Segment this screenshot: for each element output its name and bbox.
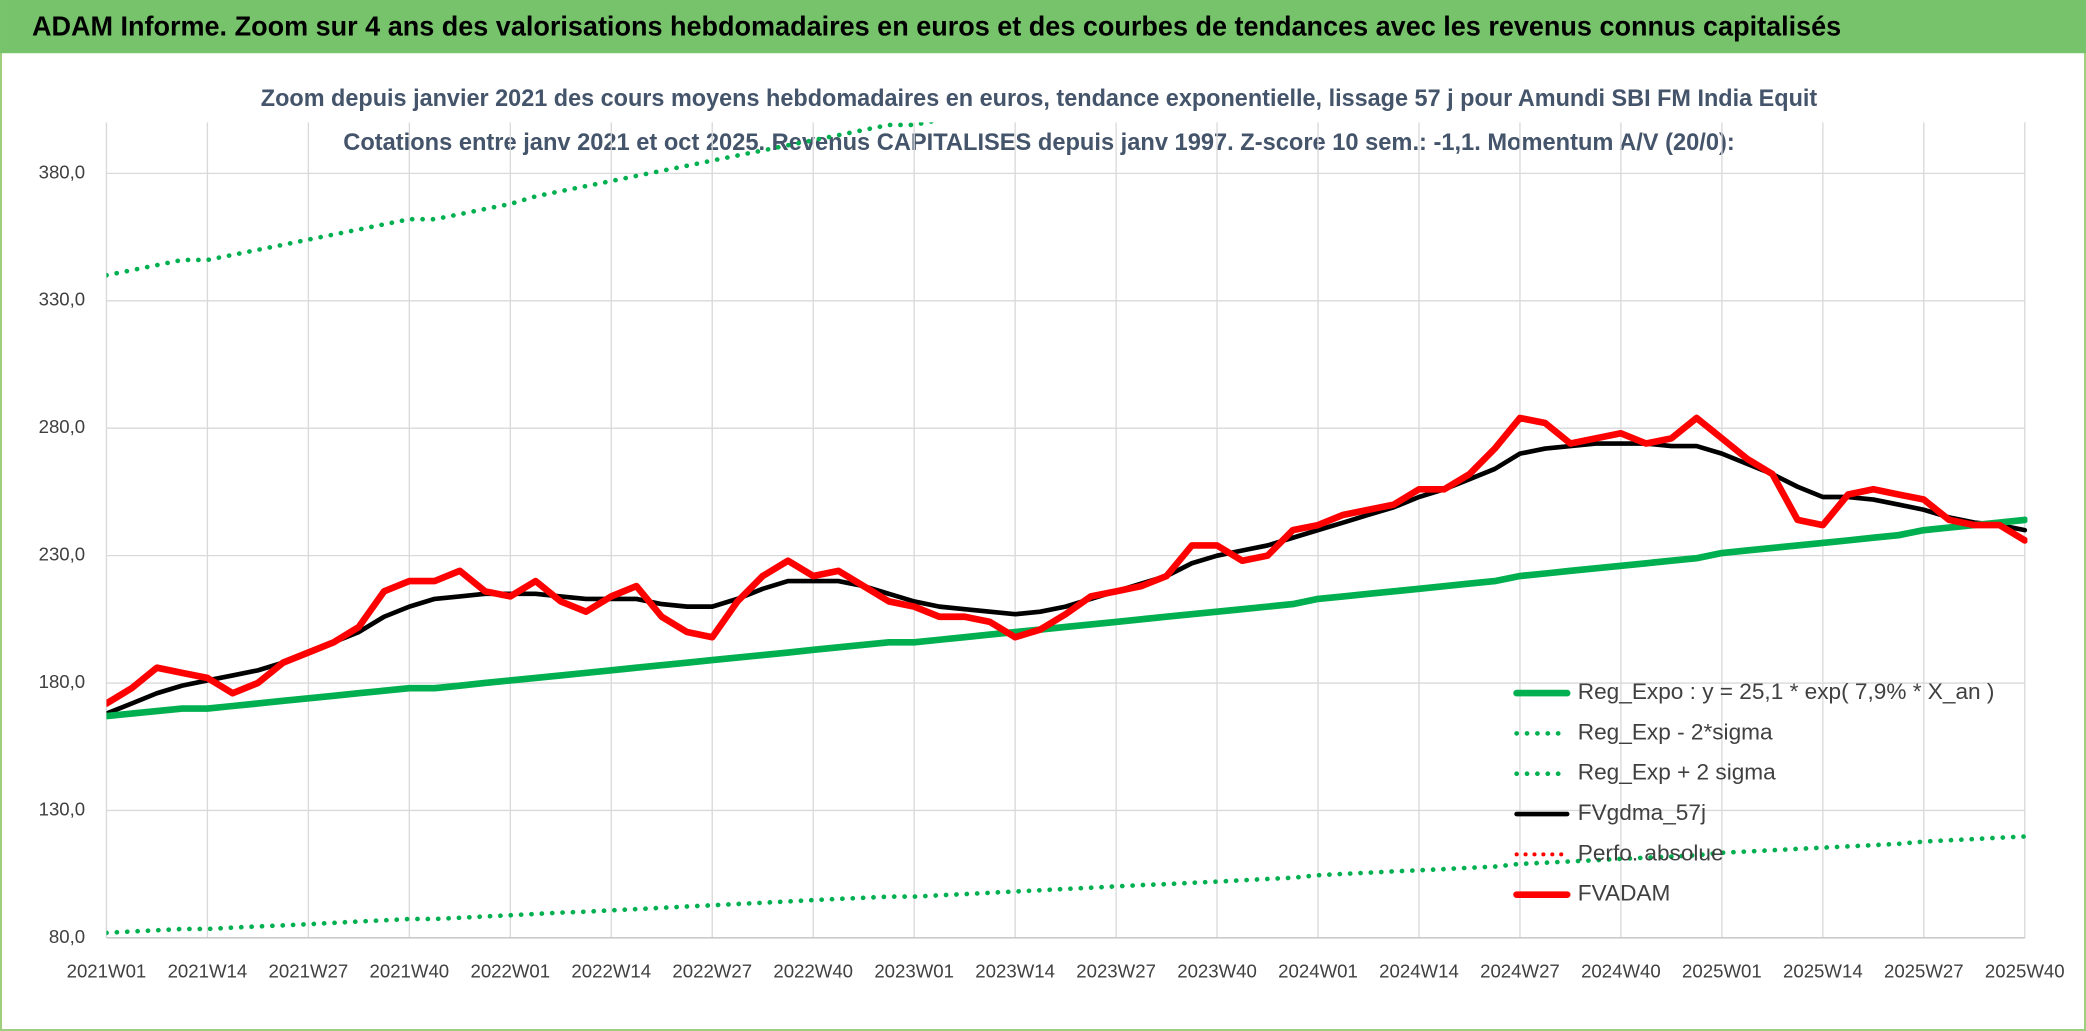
y-tick-label: 80,0: [49, 926, 85, 947]
y-tick-label: 130,0: [39, 798, 86, 819]
x-tick-label: 2022W01: [470, 960, 550, 981]
y-tick-label: 280,0: [39, 416, 86, 437]
x-tick-label: 2024W01: [1278, 960, 1358, 981]
grid: 80,0 130,0 180,0 230,0 280,0 330,0 380,0 2021W0…: [39, 122, 2065, 981]
x-tick-label: 2023W01: [874, 960, 954, 981]
series-line: [106, 834, 2028, 936]
x-tick-label: 2021W27: [269, 960, 349, 981]
y-tick-label: 230,0: [39, 544, 86, 565]
x-tick-label: 2021W40: [370, 960, 450, 981]
series-line: [106, 516, 2028, 720]
legend: Reg_Expo : y = 25,1 * exp( 7,9% * X_an )…: [1513, 679, 1995, 906]
legend-label: Reg_Exp + 2 sigma: [1578, 760, 1776, 785]
legend-label: Reg_Exp - 2*sigma: [1578, 719, 1773, 744]
chart-title: Zoom depuis janvier 2021 des cours moyen…: [261, 85, 1817, 112]
x-tick-label: 2024W40: [1581, 960, 1661, 981]
chart-subtitle: Cotations entre janv 2021 et oct 2025. R…: [343, 129, 1735, 156]
legend-label: FVADAM: [1578, 881, 1671, 906]
x-tick-label: 2022W27: [672, 960, 752, 981]
x-tick-label: 2024W14: [1379, 960, 1459, 981]
legend-label: Perfo. absolue: [1578, 840, 1724, 865]
x-tick-label: 2024W27: [1480, 960, 1560, 981]
x-tick-label: 2025W01: [1682, 960, 1762, 981]
y-tick-label: 180,0: [39, 671, 86, 692]
x-tick-label: 2025W40: [1985, 960, 2065, 981]
x-tick-label: 2025W14: [1783, 960, 1863, 981]
x-tick-label: 2021W14: [168, 960, 248, 981]
legend-label: Reg_Expo : y = 25,1 * exp( 7,9% * X_an ): [1578, 679, 1995, 704]
x-tick-label: 2025W27: [1884, 960, 1964, 981]
legend-label: FVgdma_57j: [1578, 800, 1706, 825]
x-tick-label: 2023W40: [1177, 960, 1257, 981]
x-tick-label: 2023W27: [1076, 960, 1156, 981]
x-tick-label: 2023W14: [975, 960, 1055, 981]
x-tick-label: 2021W01: [67, 960, 147, 981]
header-bar: [0, 0, 2086, 54]
y-tick-label: 380,0: [39, 161, 86, 182]
header-title: ADAM Informe. Zoom sur 4 ans des valoris…: [32, 10, 1841, 41]
y-tick-label: 330,0: [39, 289, 86, 310]
x-tick-label: 2022W14: [571, 960, 651, 981]
series-line: [106, 414, 2028, 707]
x-tick-label: 2022W40: [773, 960, 853, 981]
plot: [106, 122, 2028, 936]
series-line: [106, 441, 2028, 716]
